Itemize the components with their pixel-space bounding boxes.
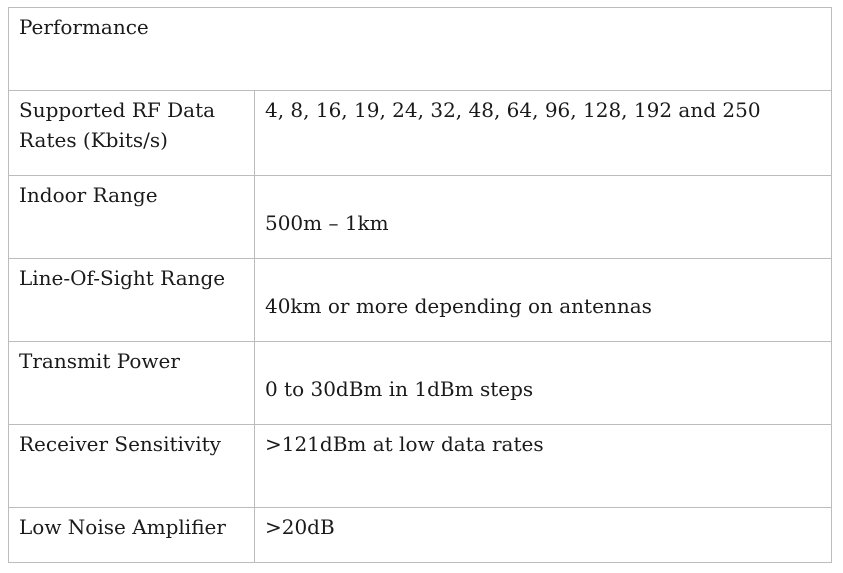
row-value-transmit-power: 0 to 30dBm in 1dBm steps (264, 377, 534, 401)
row-label-transmit-power: Transmit Power (8, 341, 255, 425)
row-value-receiver-sensitivity: >121dBm at low data rates (253, 424, 833, 508)
table-header-row: Performance (8, 7, 832, 91)
row-label-receiver-sensitivity: Receiver Sensitivity (8, 424, 255, 508)
table-row: Receiver Sensitivity >121dBm at low data… (8, 424, 833, 508)
row-value-rf-data-rates: 4, 8, 16, 19, 24, 32, 48, 64, 96, 128, 1… (253, 90, 833, 176)
table-row: Indoor Range 500m – 1km (8, 175, 833, 259)
row-value-cell-indoor-range: 500m – 1km (253, 175, 833, 259)
row-value-cell-transmit-power: 0 to 30dBm in 1dBm steps (253, 341, 833, 425)
row-label-indoor-range: Indoor Range (8, 175, 255, 259)
row-value-low-noise-amplifier: >20dB (253, 507, 833, 563)
table-row: Supported RF Data Rates (Kbits/s) 4, 8, … (8, 90, 833, 176)
table-row: Line-Of-Sight Range 40km or more dependi… (8, 258, 833, 342)
row-label-rf-data-rates: Supported RF Data Rates (Kbits/s) (8, 90, 255, 176)
row-label-low-noise-amplifier: Low Noise Amplifier (8, 507, 255, 563)
table-row: Low Noise Amplifier >20dB (8, 507, 833, 563)
table-row: Transmit Power 0 to 30dBm in 1dBm steps (8, 341, 833, 425)
table-header-performance: Performance (8, 7, 832, 91)
row-value-line-of-sight-range: 40km or more depending on antennas (264, 294, 652, 318)
row-label-line-of-sight-range: Line-Of-Sight Range (8, 258, 255, 342)
row-value-indoor-range: 500m – 1km (264, 211, 389, 235)
performance-spec-table: Performance Supported RF Data Rates (Kbi… (8, 7, 833, 563)
row-value-cell-line-of-sight-range: 40km or more depending on antennas (253, 258, 833, 342)
